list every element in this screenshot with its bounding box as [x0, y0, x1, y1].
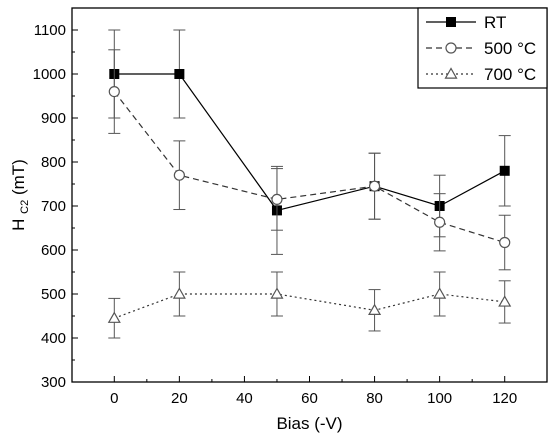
- y-tick-label: 500: [41, 286, 66, 303]
- y-axis-label-unit: (mT): [9, 159, 28, 195]
- plot-area: [107, 29, 512, 339]
- data-point: [270, 287, 284, 299]
- data-point: [173, 169, 185, 181]
- y-tick-label: 700: [41, 198, 66, 215]
- data-point: [499, 165, 510, 176]
- legend-marker: [445, 42, 457, 54]
- series-3: [107, 271, 512, 339]
- legend-marker: [444, 67, 458, 79]
- x-tick-label: 40: [236, 390, 253, 407]
- data-point: [271, 193, 283, 205]
- data-point: [434, 216, 446, 228]
- x-tick-label: 120: [492, 390, 517, 407]
- data-point: [108, 85, 120, 98]
- y-tick-label: 600: [41, 242, 66, 259]
- y-tick-label: 400: [41, 330, 66, 347]
- data-point: [368, 180, 381, 192]
- x-tick-label: 60: [301, 390, 318, 407]
- y-tick-label: 1000: [33, 66, 66, 83]
- x-tick-label: 0: [110, 390, 118, 407]
- x-tick-label: 80: [366, 390, 383, 407]
- x-tick-label: 100: [427, 390, 452, 407]
- legend-entry: 500 °C: [426, 39, 536, 58]
- series-line: [113, 91, 505, 244]
- series-line: [114, 293, 505, 319]
- x-tick-label: 20: [171, 390, 188, 407]
- data-point: [368, 303, 382, 316]
- y-tick-label: 300: [41, 374, 66, 391]
- data-point: [172, 287, 186, 299]
- y-tick-label: 800: [41, 154, 66, 171]
- legend-entry: 700 °C: [426, 65, 536, 84]
- legend-label: 500 °C: [484, 39, 536, 58]
- y-tick-label: 900: [41, 110, 66, 127]
- series-2: [108, 49, 511, 271]
- y-axis-label: H C2 (mT): [9, 159, 32, 231]
- data-point: [498, 295, 512, 307]
- y-axis-label-subscript: C2: [19, 200, 31, 214]
- data-point: [499, 236, 511, 249]
- legend-label: 700 °C: [484, 65, 536, 84]
- legend-entry: RT: [426, 13, 506, 32]
- axes: 0 20 40 60 80 100 120 300 400 500 600 700 800 900 1000…: [33, 7, 548, 407]
- legend-marker: [446, 17, 456, 27]
- data-point: [174, 69, 185, 79]
- y-axis-label-main: H: [9, 219, 28, 231]
- legend-label: RT: [484, 13, 506, 32]
- y-tick-label: 1100: [34, 22, 66, 39]
- series-line: [114, 73, 505, 212]
- data-point: [107, 311, 121, 323]
- legend: RT 500 °C 700 °C: [417, 7, 548, 89]
- x-axis-label: Bias (-V): [276, 414, 342, 433]
- data-point: [433, 287, 447, 299]
